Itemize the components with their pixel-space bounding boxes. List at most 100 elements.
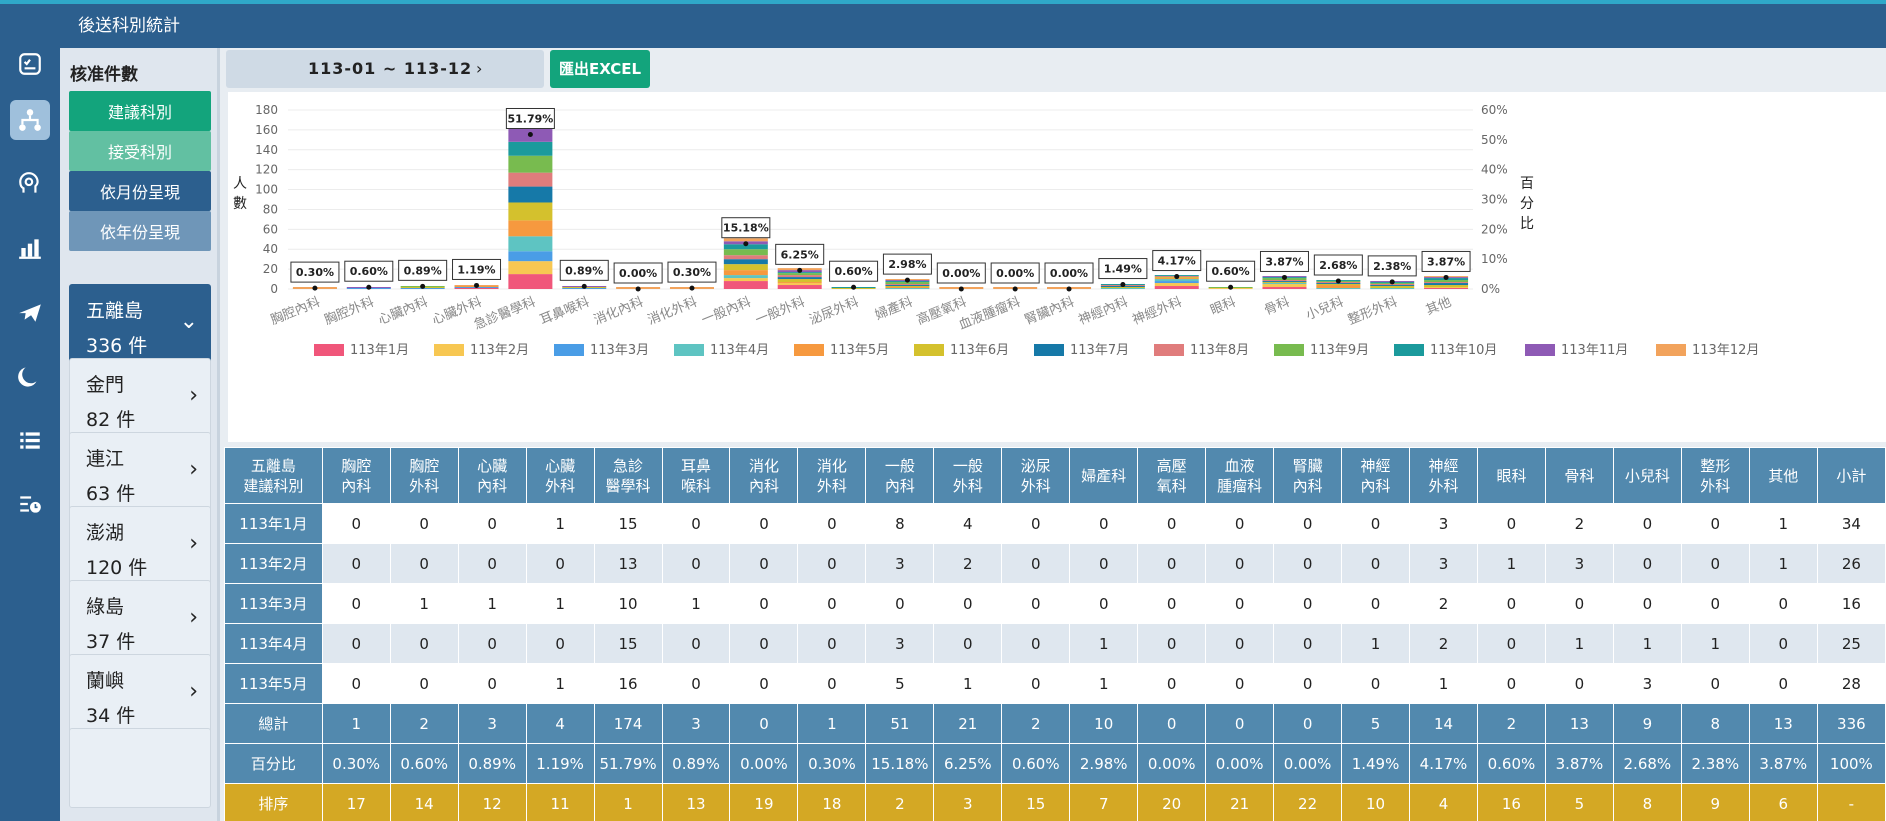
table-row: 113年3月 0 1 1 1 10 1 0 0 0 0 0 0 0 0 0 0 2 0 0 0 0 0 16 [224,583,1886,624]
percent-label-box [829,260,879,282]
table-cell: 0.00% [1205,743,1275,784]
column-header: 小計 [1816,447,1886,504]
table-cell: 0 [1680,663,1750,704]
percent-label-box [721,217,771,239]
table-cell: 13 [1748,703,1818,744]
table-cell: 3 [457,703,527,744]
table-cell: 16 [1476,783,1546,821]
table-cell: 0 [1069,503,1139,544]
airplane-icon[interactable] [10,292,50,332]
percent-point [797,267,803,273]
table-cell: 0 [457,623,527,664]
bar-segment [885,284,930,286]
stacked-bar-chart: 0 20 40 60 80 100 120 140 160 180 0% 10% 20% 30% 40% 50… [233,103,1759,358]
column-header: 血液 腫瘤科 [1205,447,1275,504]
export-excel-button[interactable]: 匯出EXCEL [550,50,650,88]
percent-label-box [882,253,932,275]
table-cell: 1 [321,703,391,744]
legend-label: 113年12月 [1692,343,1759,358]
total-row: 總計 1 2 3 4 174 3 0 1 51 21 2 10 0 0 0 5 14 2 13 9 8 13 336 [224,703,1886,744]
bar-segment [1262,287,1307,289]
table-cell: 3 [1409,503,1478,544]
header-text: 喉科 [681,476,712,495]
percent-label-box [1044,262,1094,284]
table-cell: 0 [729,623,799,664]
bar-segment [723,264,768,271]
org-chart-icon[interactable] [10,100,50,140]
column-header: 高壓 氧科 [1137,447,1207,504]
y-tick-label: 160 [255,123,278,137]
percent-point [904,277,910,283]
table-cell: 2 [1409,583,1478,624]
region-card-lienchiang[interactable]: 連江 63 件 › [69,432,211,512]
table-cell: 10 [593,583,663,624]
region-card-wulidao[interactable]: 五離島 336 件 ⌄ [69,284,211,364]
bar-segment [777,277,822,280]
header-text: 一般 [952,456,983,475]
row-header: 排序 [224,783,323,821]
region-name: 連江 [86,448,125,470]
table-cell: 0 [729,543,799,584]
region-card-lanyu[interactable]: 蘭嶼 34 件 › [69,654,211,734]
region-card-penghu[interactable]: 澎湖 120 件 › [69,506,211,586]
header-text: 血液 [1224,456,1255,475]
bar-chart-icon[interactable] [10,228,50,268]
by-year-button[interactable]: 依年份呈現 [69,211,211,251]
date-range-selector[interactable]: 113-01 ~ 113-12 › [226,50,544,88]
header-text: 內科 [748,476,779,495]
percent-point [689,285,695,291]
table-cell: 0 [661,663,731,704]
y-tick-label: 60 [263,222,278,236]
legend-swatch [1656,344,1686,356]
percent-point [958,286,964,292]
header-text: 泌尿 [1020,456,1051,475]
by-month-button[interactable]: 依月份呈現 [69,171,211,211]
page-title: 後送科別統計 [60,4,1886,48]
region-card-ludao[interactable]: 綠島 37 件 › [69,580,211,660]
chevron-right-icon[interactable]: › [476,59,484,78]
table-corner-header: 五離島 建議科別 [224,447,323,504]
column-header: 一般 內科 [865,447,935,504]
table-cell: 1.19% [525,743,595,784]
legend-swatch [794,344,824,356]
y-tick-label: 100 [255,183,278,197]
legend-label: 113年1月 [350,343,409,358]
suggested-dept-button[interactable]: 建議科別 [69,91,211,131]
region-name: 綠島 [86,596,125,618]
percent-data-label: 0.89% [404,264,442,277]
percent-data-label: 0.00% [996,267,1034,280]
table-cell: 1 [1612,623,1682,664]
table-cell: 2.98% [1069,743,1139,784]
list-icon[interactable] [10,420,50,460]
percent-label-box [1313,254,1363,276]
table-cell: 0 [321,583,391,624]
accepted-dept-button[interactable]: 接受科別 [69,131,211,171]
bar-segment [1370,285,1415,287]
table-cell: 0 [1341,583,1411,624]
bar-segment [1424,282,1469,284]
table-cell: 0 [321,543,391,584]
bar-segment [1370,288,1415,289]
brain-icon[interactable] [10,164,50,204]
header-text: 外科 [816,476,847,495]
y-tick-label: 0 [270,282,278,296]
table-cell: 2 [865,783,935,821]
schedule-list-icon[interactable] [10,484,50,524]
x-tick-label: 胸腔內科 [269,295,323,328]
dashboard-icon[interactable] [10,44,50,84]
percent-point [527,131,533,137]
percent-point [1012,286,1018,292]
x-tick-label: 神經內科 [1077,295,1131,328]
percent-point [1281,274,1287,280]
y-tick-label: 180 [255,103,278,117]
region-card-more[interactable] [69,728,211,808]
percent-point [366,284,372,290]
bar-segment [508,155,553,173]
moon-icon[interactable] [10,356,50,396]
column-header: 泌尿 外科 [1001,447,1071,504]
table-cell: 8 [865,503,935,544]
region-card-kinmen[interactable]: 金門 82 件 › [69,358,211,438]
bar-segment [1262,281,1307,283]
percent-data-label: 15.18% [723,222,769,235]
header-text: 外科 [545,476,576,495]
